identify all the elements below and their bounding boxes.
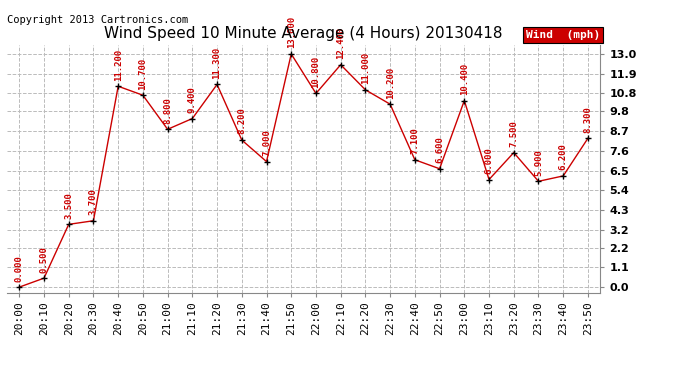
Text: 11.000: 11.000	[361, 52, 370, 84]
Text: 13.000: 13.000	[287, 16, 296, 48]
Text: 7.100: 7.100	[411, 128, 420, 154]
Text: 0.500: 0.500	[39, 246, 48, 273]
Text: 8.800: 8.800	[163, 97, 172, 124]
Text: 10.400: 10.400	[460, 63, 469, 95]
Text: 3.700: 3.700	[89, 188, 98, 215]
Text: 0.000: 0.000	[14, 255, 23, 282]
Text: 10.700: 10.700	[139, 57, 148, 90]
Text: 7.500: 7.500	[509, 120, 518, 147]
Text: 10.200: 10.200	[386, 66, 395, 99]
Text: 9.400: 9.400	[188, 86, 197, 113]
Text: 7.000: 7.000	[262, 129, 271, 156]
Text: 6.600: 6.600	[435, 136, 444, 163]
Text: 6.200: 6.200	[559, 144, 568, 170]
Text: 6.000: 6.000	[484, 147, 493, 174]
Text: 8.300: 8.300	[584, 106, 593, 133]
Text: Wind  (mph): Wind (mph)	[526, 30, 600, 40]
Text: 8.200: 8.200	[237, 108, 246, 135]
Text: 3.500: 3.500	[64, 192, 73, 219]
Title: Wind Speed 10 Minute Average (4 Hours) 20130418: Wind Speed 10 Minute Average (4 Hours) 2…	[104, 26, 503, 41]
Text: 11.200: 11.200	[114, 48, 123, 81]
Text: 11.300: 11.300	[213, 46, 221, 79]
Text: 10.800: 10.800	[311, 56, 320, 88]
Text: 12.400: 12.400	[336, 27, 345, 59]
Text: 5.900: 5.900	[534, 149, 543, 176]
Text: Copyright 2013 Cartronics.com: Copyright 2013 Cartronics.com	[7, 15, 188, 25]
